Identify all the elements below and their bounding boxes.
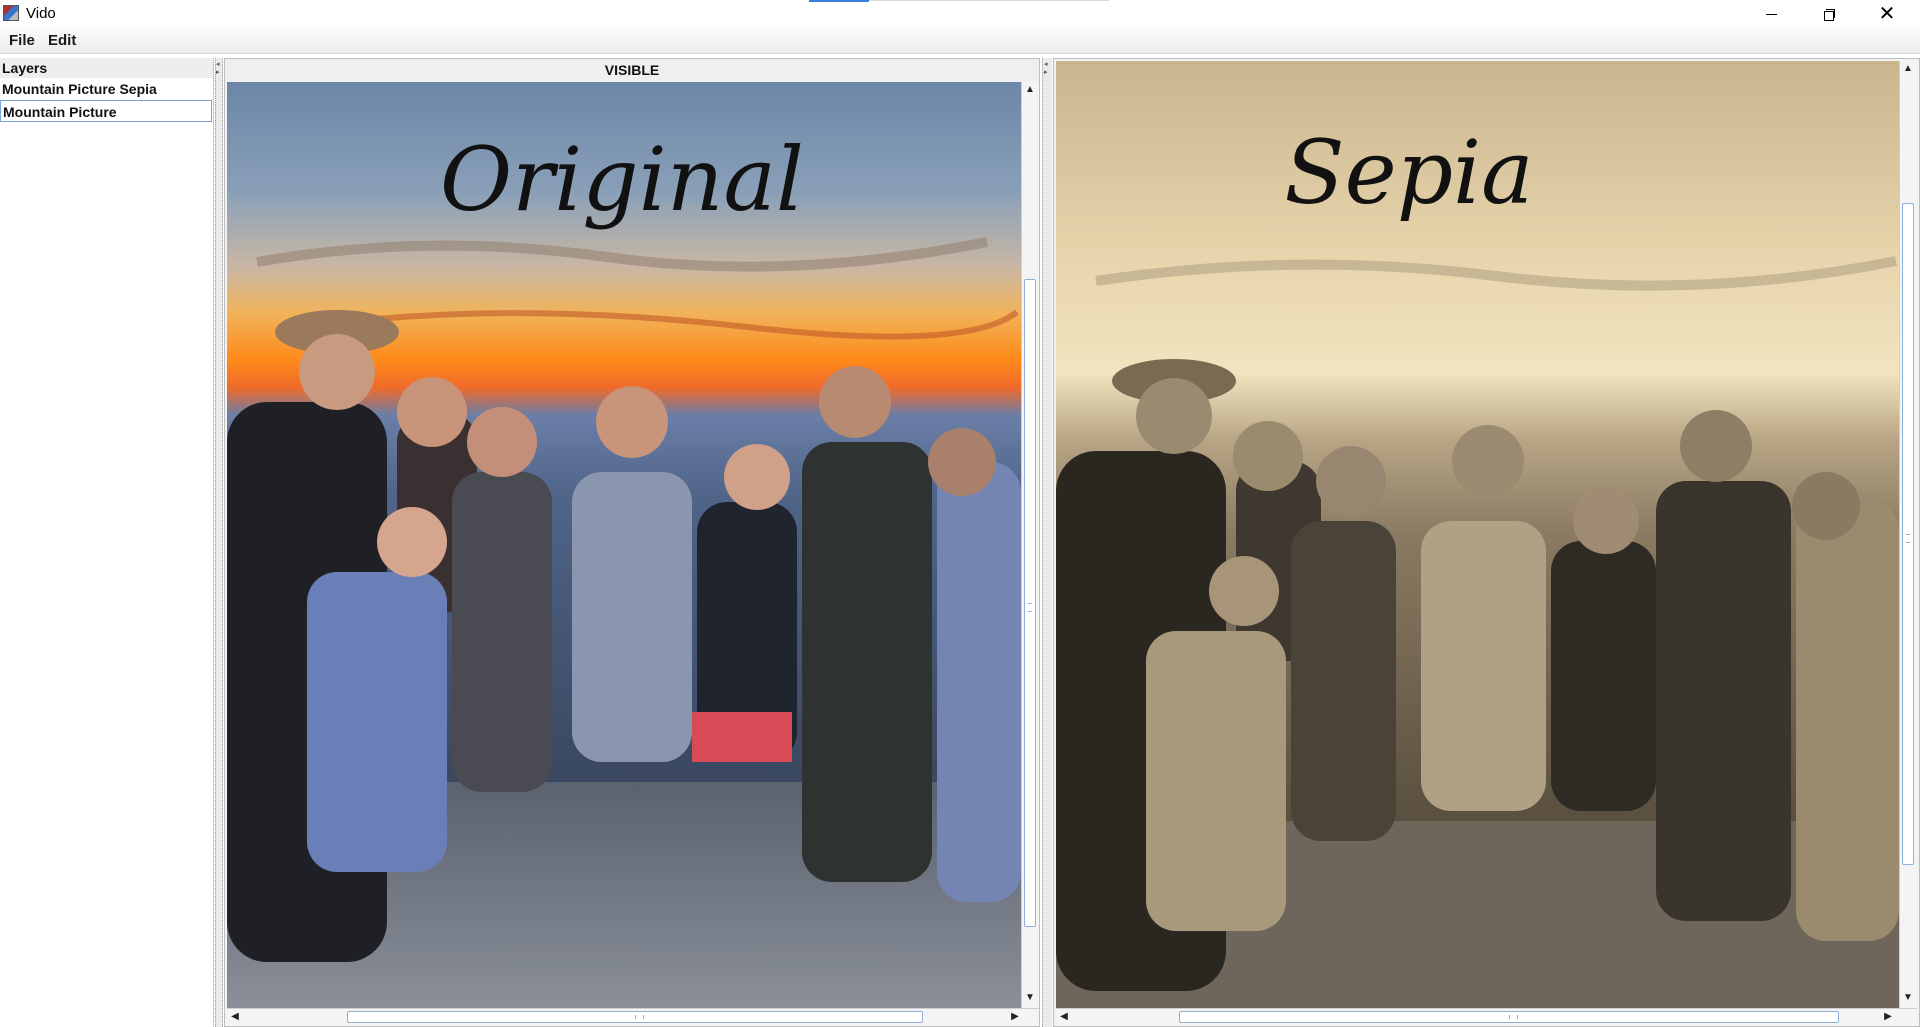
title-accent-line — [809, 0, 869, 2]
right-vertical-scrollbar[interactable]: ▲ ▼ — [1899, 61, 1917, 1008]
layers-panel: Layers Mountain Picture Sepia Mountain P… — [0, 58, 214, 1027]
title-accent-line-gray — [869, 0, 1109, 1]
right-scroll-left-arrow-icon[interactable]: ◀ — [1060, 1011, 1068, 1022]
original-photo-illustration: Original — [227, 82, 1021, 1008]
scroll-left-arrow-icon[interactable]: ◀ — [231, 1011, 239, 1022]
restore-button[interactable] — [1800, 0, 1858, 28]
sepia-image: Sepia — [1056, 61, 1899, 1008]
scroll-down-arrow-icon[interactable]: ▼ — [1025, 992, 1035, 1003]
right-scroll-down-arrow-icon[interactable]: ▼ — [1903, 992, 1913, 1003]
title-bar: Vido ✕ — [0, 0, 1920, 28]
left-horizontal-scrollbar[interactable]: ◀ ▶ — [227, 1008, 1039, 1026]
sepia-photo-illustration: Sepia — [1056, 61, 1899, 1008]
window-title: Vido — [26, 5, 56, 22]
visible-header: VISIBLE — [225, 59, 1039, 81]
close-icon: ✕ — [1878, 3, 1896, 25]
restore-icon — [1823, 8, 1835, 21]
left-splitter[interactable]: ◂ ▸ — [215, 58, 223, 1027]
original-image: Original — [227, 82, 1021, 1008]
original-image-pane: VISIBLE — [224, 58, 1040, 1027]
right-horizontal-scrollbar[interactable]: ◀ ▶ — [1056, 1008, 1917, 1026]
splitter-right-arrow-icon[interactable]: ▸ — [216, 69, 220, 76]
menu-edit[interactable]: Edit — [48, 32, 77, 49]
original-caption: Original — [440, 128, 804, 231]
minimize-icon — [1765, 13, 1777, 15]
splitter-left-arrow-icon[interactable]: ◂ — [216, 61, 220, 68]
minimize-button[interactable] — [1742, 0, 1800, 28]
center-splitter-left-arrow-icon[interactable]: ◂ — [1044, 61, 1048, 68]
app-icon — [3, 5, 19, 21]
sepia-image-pane: Sepia ▲ ▼ ◀ ▶ — [1053, 58, 1920, 1027]
center-splitter[interactable]: ◂ ▸ — [1042, 58, 1052, 1027]
left-horizontal-scroll-thumb[interactable] — [347, 1011, 923, 1023]
left-vertical-scroll-thumb[interactable] — [1024, 279, 1036, 927]
left-vertical-scrollbar[interactable]: ▲ ▼ — [1021, 82, 1039, 1008]
layers-header: Layers — [0, 58, 213, 78]
layer-item-mountain-picture[interactable]: Mountain Picture — [0, 100, 212, 122]
menu-bar: File Edit — [0, 28, 1920, 54]
sepia-caption: Sepia — [1284, 121, 1533, 224]
right-scroll-right-arrow-icon[interactable]: ▶ — [1884, 1011, 1892, 1022]
menu-file[interactable]: File — [9, 32, 35, 49]
right-scroll-up-arrow-icon[interactable]: ▲ — [1903, 63, 1913, 74]
right-horizontal-scroll-thumb[interactable] — [1179, 1011, 1839, 1023]
scroll-right-arrow-icon[interactable]: ▶ — [1011, 1011, 1019, 1022]
scroll-up-arrow-icon[interactable]: ▲ — [1025, 84, 1035, 95]
center-splitter-right-arrow-icon[interactable]: ▸ — [1044, 69, 1048, 76]
right-vertical-scroll-thumb[interactable] — [1902, 203, 1914, 865]
layer-item-mountain-picture-sepia[interactable]: Mountain Picture Sepia — [2, 81, 157, 97]
close-button[interactable]: ✕ — [1858, 0, 1916, 28]
